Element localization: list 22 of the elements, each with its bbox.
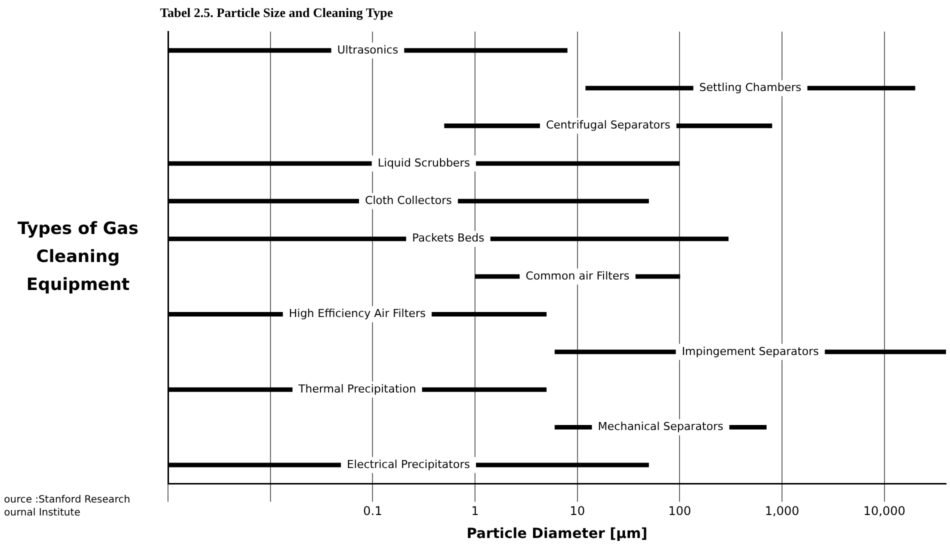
- x-tick-label: 10,000: [863, 504, 906, 518]
- chart-title: Tabel 2.5. Particle Size and Cleaning Type: [160, 5, 394, 20]
- x-tick-label: 0.1: [363, 504, 382, 518]
- y-tick-label: Mechanical Separators: [598, 420, 724, 434]
- y-tick-label: Cloth Collectors: [365, 194, 452, 208]
- x-tick-label: 1: [471, 504, 479, 518]
- x-axis-title: Particle Diameter [µm]: [466, 526, 648, 542]
- y-axis-title: Types of Gas Cleaning Equipment: [18, 219, 138, 296]
- y-tick-label: Electrical Precipitators: [346, 458, 470, 471]
- y-tick-label: Packets Beds: [412, 232, 485, 245]
- y-tick-label: Liquid Scrubbers: [378, 156, 470, 170]
- y-tick-label: Impingement Separators: [682, 344, 820, 358]
- text: ource :Stanford Research ournal Institute: [4, 494, 130, 518]
- y-tick-label: Ultrasonics: [337, 43, 398, 56]
- y-tick-label: Settling Chambers: [699, 80, 802, 94]
- y-tick-label: Common air Filters: [526, 269, 630, 282]
- x-tick-label: 10: [570, 504, 586, 518]
- y-tick-label: High Efficiency Air Filters: [288, 307, 426, 320]
- x-tick-label: 100: [668, 504, 692, 518]
- x-tick-label: 1,000: [764, 504, 800, 518]
- y-tick-label: Thermal Precipitation: [298, 382, 416, 396]
- y-tick-label: Centrifugal Separators: [546, 118, 671, 132]
